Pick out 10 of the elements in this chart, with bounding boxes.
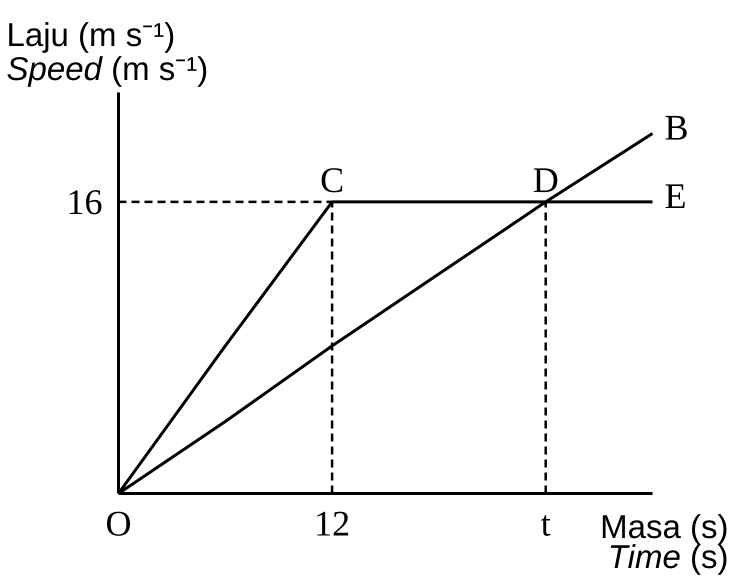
annotation: 16 — [66, 182, 102, 222]
annotation: C — [320, 160, 344, 200]
y-axis-title: Laju (m s⁻¹) Speed (m s⁻¹) — [6, 16, 208, 87]
x-tick-label: O — [106, 504, 132, 544]
series-label: B — [664, 108, 689, 148]
annotation: D — [532, 160, 559, 200]
x-axis-title: Masa (s) Time (s) — [600, 508, 729, 575]
series-label: E — [664, 176, 686, 216]
x-tick-label: 12 — [314, 504, 350, 544]
x-tick-label: t — [540, 504, 551, 544]
